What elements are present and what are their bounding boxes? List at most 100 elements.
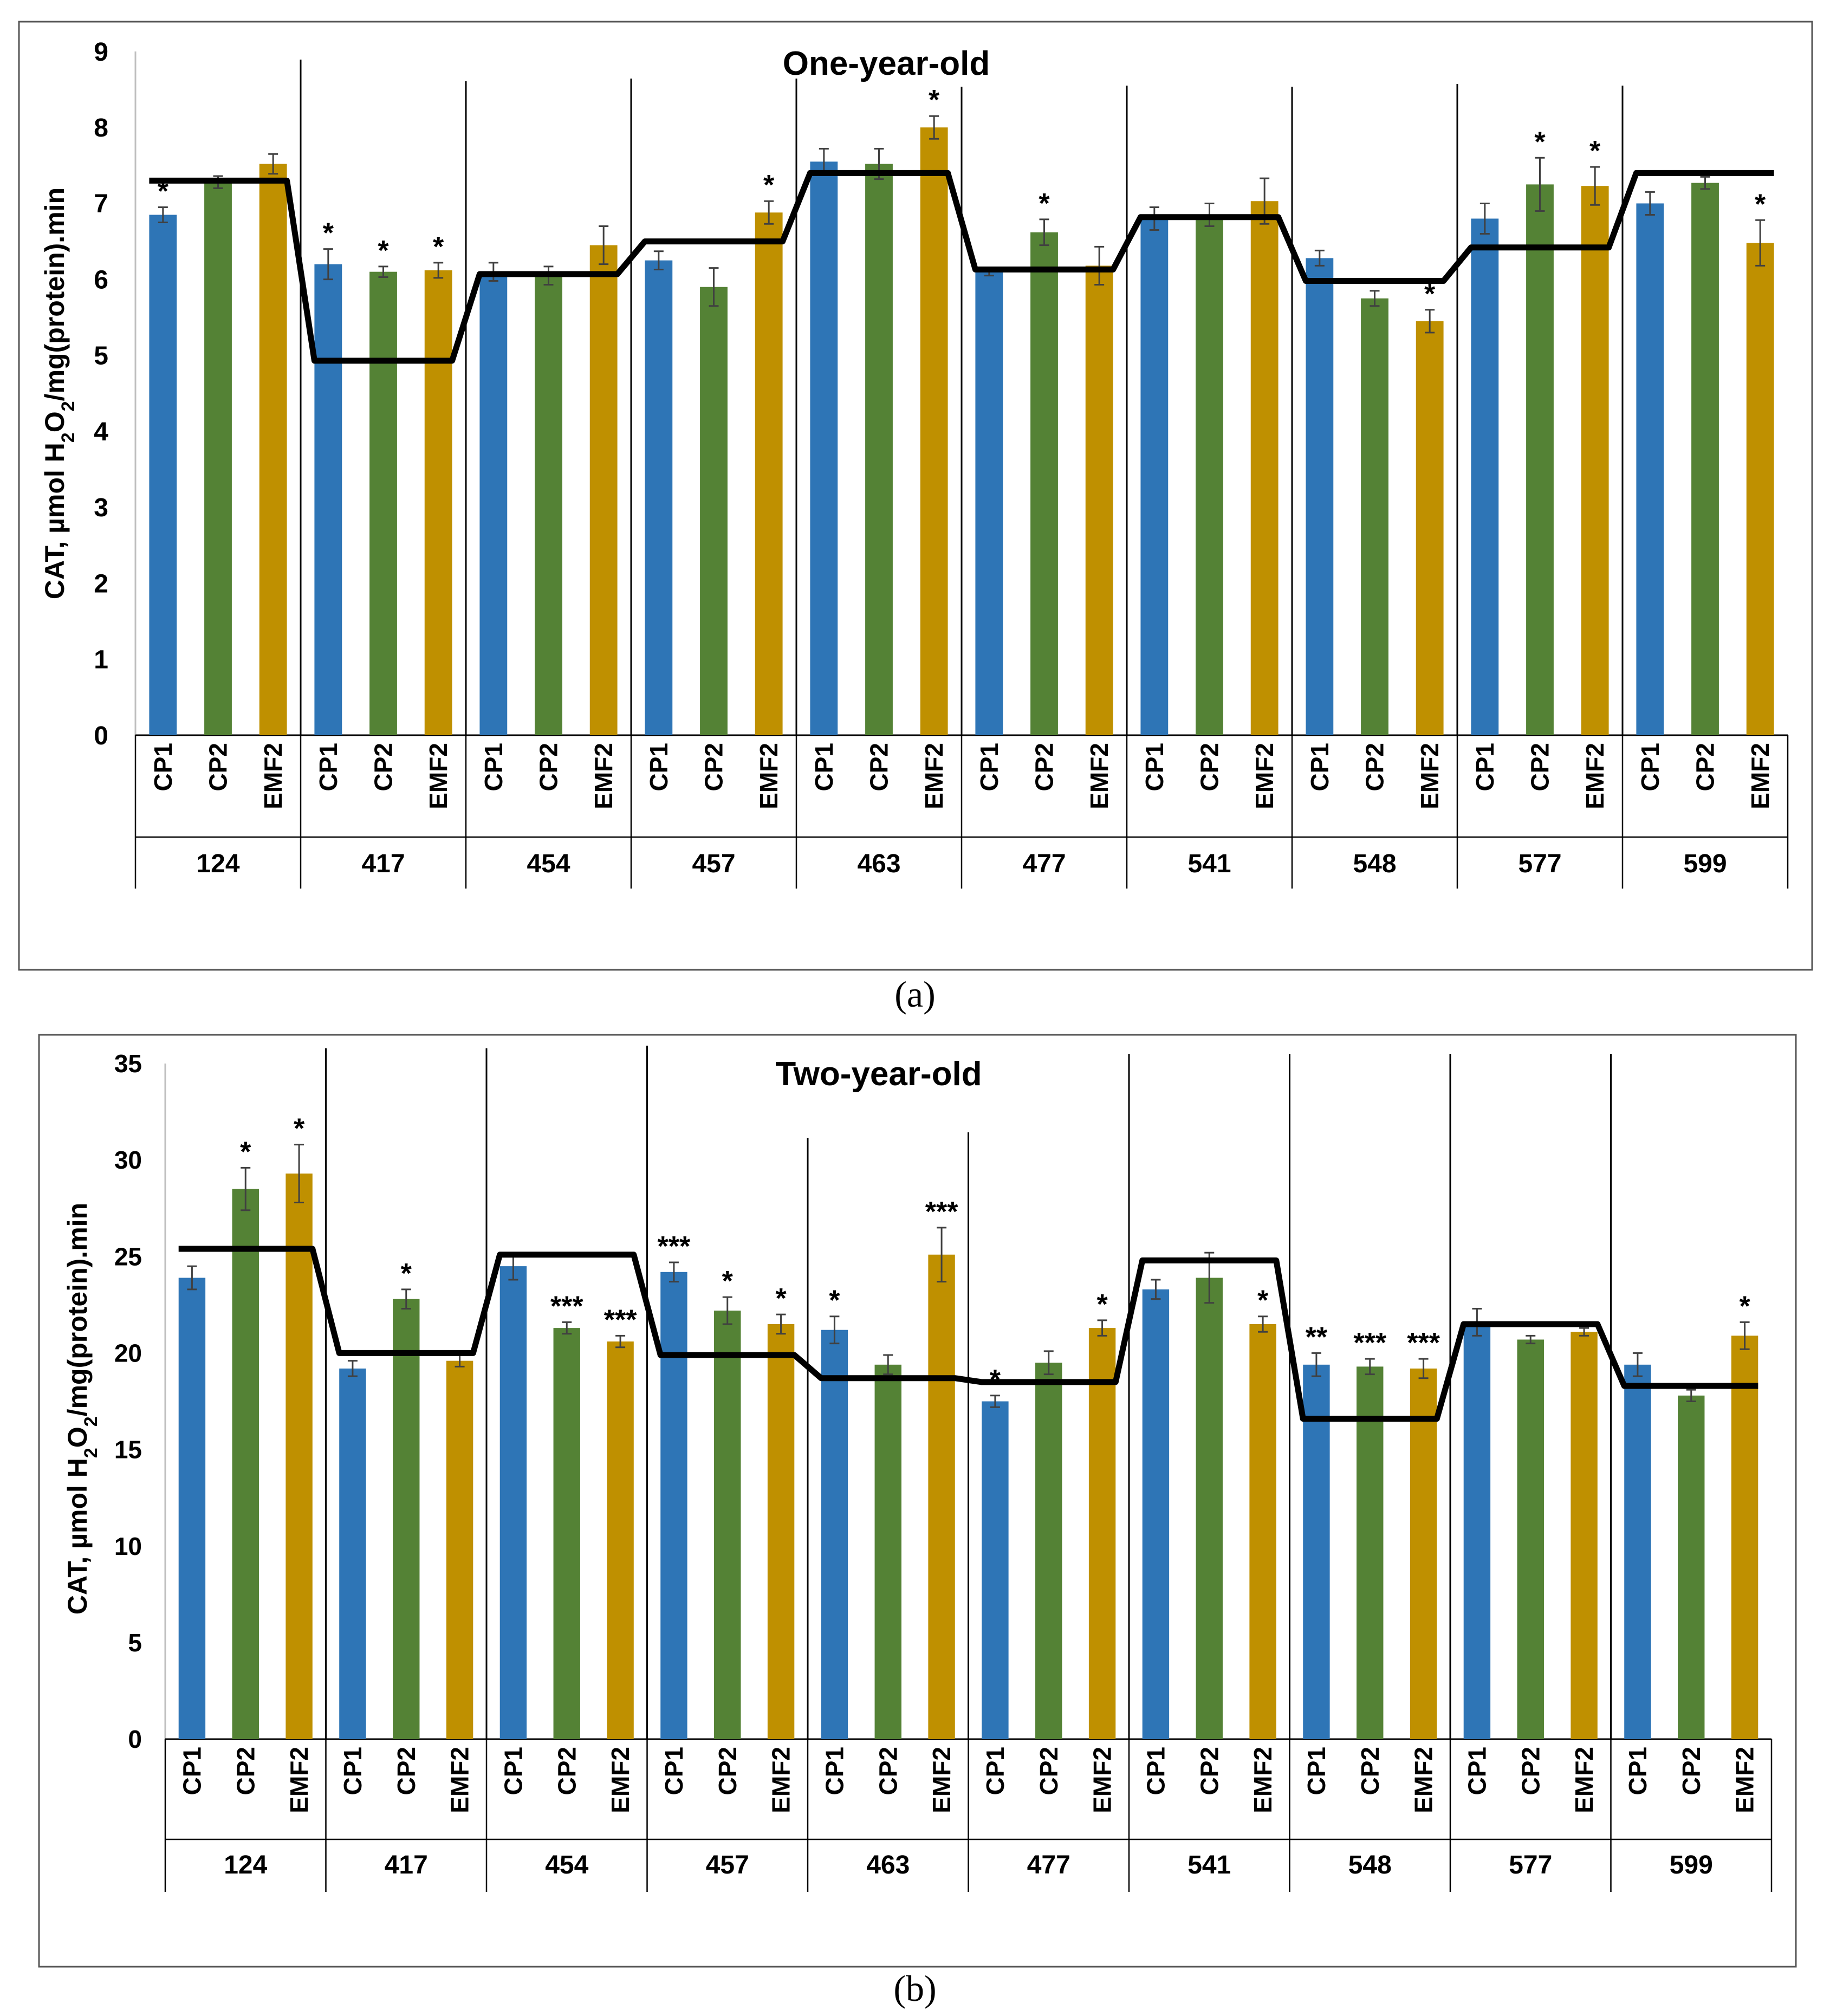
x-category-label: 124 (196, 850, 239, 878)
y-axis-label-part: 2 (58, 432, 79, 443)
x-sub-label: CP2 (713, 1747, 742, 1795)
x-sub-label: CP2 (1361, 743, 1389, 791)
bar-emf2 (1249, 1324, 1276, 1739)
y-axis-label-part: O (40, 411, 70, 432)
x-category-label: 417 (385, 1851, 428, 1879)
significance-mark: * (929, 85, 940, 116)
chart-frame (38, 1034, 1797, 1968)
chart-frame (18, 21, 1813, 971)
x-category-label: 599 (1683, 850, 1727, 878)
bar-cp1 (314, 264, 342, 736)
x-category-label: 477 (1027, 1851, 1070, 1879)
x-sub-label: CP2 (231, 1747, 259, 1795)
bar-emf2 (1416, 321, 1444, 735)
significance-mark: * (378, 235, 389, 267)
y-axis-label: CAT, µmol H2O2/mg(protein).min (62, 1203, 101, 1615)
x-sub-label: EMF2 (1250, 743, 1279, 809)
x-category-label: 577 (1509, 1851, 1552, 1879)
bar-cp1 (339, 1368, 366, 1739)
bar-cp1 (149, 215, 177, 735)
x-sub-label: CP2 (1516, 1747, 1545, 1795)
y-axis-label-part: 2 (81, 1448, 101, 1458)
bar-cp2 (1357, 1366, 1384, 1739)
bar-emf2 (424, 270, 452, 736)
significance-mark: * (1424, 278, 1436, 310)
bar-cp2 (700, 287, 728, 735)
bar-cp2 (1678, 1395, 1705, 1739)
x-sub-label: CP2 (1356, 1747, 1384, 1795)
bar-cp2 (369, 271, 397, 736)
bar-cp1 (1306, 258, 1334, 736)
x-sub-label: CP2 (1030, 743, 1059, 791)
x-sub-label: CP2 (1196, 743, 1224, 791)
significance-mark: *** (604, 1304, 637, 1336)
x-sub-label: EMF2 (1416, 743, 1444, 809)
significance-mark: * (433, 231, 444, 263)
bar-cp1 (178, 1278, 206, 1739)
bar-cp2 (393, 1299, 420, 1739)
x-sub-label: CP2 (553, 1747, 581, 1795)
y-tick-label: 25 (114, 1242, 142, 1270)
bar-cp2 (1517, 1339, 1544, 1739)
bar-cp1 (982, 1401, 1009, 1739)
significance-mark: * (323, 218, 334, 249)
x-sub-label: CP1 (314, 743, 342, 791)
bar-cp1 (1142, 1289, 1170, 1739)
y-axis-label-part: CAT, µmol H (62, 1458, 93, 1615)
bar-cp2 (535, 275, 562, 736)
x-sub-label: EMF2 (1088, 1747, 1117, 1813)
y-tick-label: 9 (94, 38, 108, 67)
bar-emf2 (607, 1341, 634, 1739)
bar-emf2 (1571, 1332, 1598, 1739)
significance-mark: * (158, 176, 169, 207)
x-sub-label: EMF2 (920, 743, 948, 809)
y-tick-label: 0 (94, 722, 108, 750)
y-axis-label-part: /mg(protein).min (40, 187, 70, 401)
significance-mark: * (1589, 135, 1601, 167)
bar-cp1 (975, 271, 1003, 736)
bar-cp1 (1463, 1322, 1491, 1739)
significance-mark: ** (1306, 1321, 1328, 1353)
bar-emf2 (920, 127, 948, 736)
bar-cp1 (1624, 1364, 1651, 1739)
x-sub-label: CP1 (339, 1747, 367, 1795)
x-sub-label: EMF2 (1581, 743, 1609, 809)
bar-cp2 (1691, 183, 1719, 735)
x-sub-label: EMF2 (927, 1747, 956, 1813)
x-category-label: 124 (224, 1851, 267, 1879)
y-axis-label-part: 2 (58, 401, 79, 411)
significance-mark: * (722, 1266, 734, 1297)
bar-cp1 (645, 260, 673, 736)
bar-emf2 (1581, 186, 1609, 735)
y-tick-label: 7 (94, 190, 108, 218)
x-sub-label: CP1 (1636, 743, 1664, 791)
y-tick-label: 8 (94, 114, 108, 142)
y-tick-label: 10 (114, 1532, 142, 1560)
x-category-label: 457 (692, 850, 735, 878)
x-sub-label: CP2 (535, 743, 563, 791)
x-sub-label: CP1 (1302, 1747, 1331, 1795)
x-sub-label: EMF2 (755, 743, 783, 809)
bar-emf2 (928, 1254, 955, 1739)
x-sub-label: CP2 (1677, 1747, 1705, 1795)
bar-cp1 (1140, 218, 1169, 735)
bar-cp1 (1303, 1364, 1330, 1739)
x-category-label: 541 (1187, 1851, 1231, 1879)
bar-cp1 (1636, 203, 1664, 735)
significance-mark: *** (1407, 1327, 1440, 1359)
y-tick-label: 20 (114, 1339, 142, 1367)
bar-cp2 (1196, 1278, 1223, 1739)
panel-a-label: (a) (894, 974, 935, 1015)
bar-cp2 (1196, 215, 1223, 735)
bar-emf2 (589, 245, 618, 736)
y-axis-label-part: O (62, 1427, 93, 1448)
bar-cp1 (499, 1266, 527, 1739)
y-axis-label-part: CAT, µmol H (40, 443, 70, 599)
x-sub-label: CP1 (149, 743, 177, 791)
x-sub-label: EMF2 (1570, 1747, 1598, 1813)
significance-mark: *** (550, 1291, 583, 1322)
x-sub-label: EMF2 (1746, 743, 1774, 809)
y-tick-label: 30 (114, 1146, 142, 1174)
mean-line (178, 1246, 1758, 1422)
